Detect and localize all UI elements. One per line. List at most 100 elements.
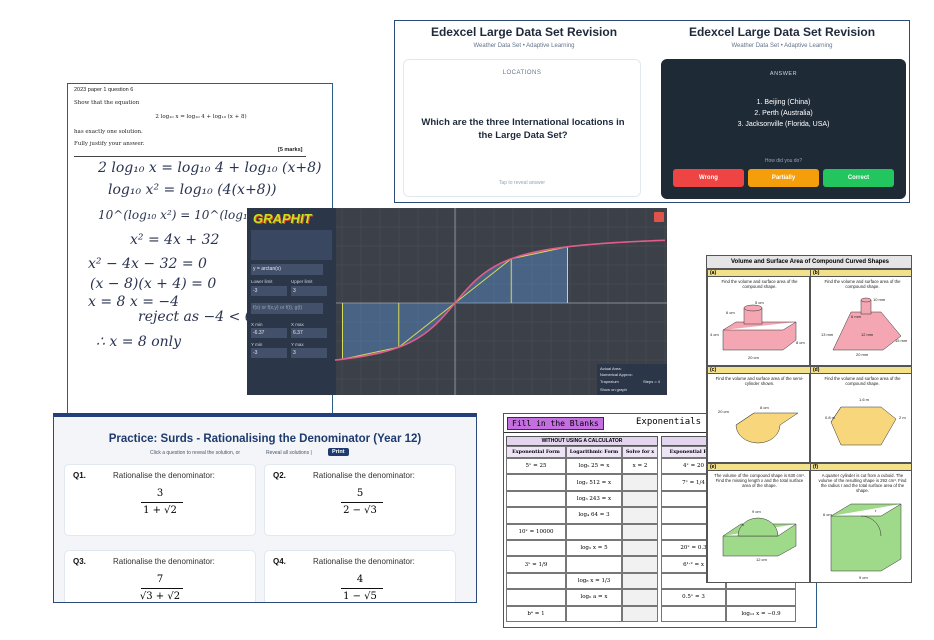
question-text: has exactly one solution. — [74, 129, 143, 135]
figure — [830, 503, 902, 572]
handwritten-line: x² − 4x − 32 = 0 — [88, 256, 207, 272]
dimension-label: 20 mm — [856, 352, 869, 357]
answer-line: 2. Perth (Australia) — [754, 110, 813, 117]
denominator: √3 + √2 — [139, 591, 181, 602]
reveal-toggle[interactable]: Reveal all solutions | — [266, 450, 312, 456]
table-cell — [506, 540, 566, 557]
dimension-label: 2 m — [899, 415, 906, 420]
question-card[interactable]: Q3. Rationalise the denominator: 7 √3 + √2 — [64, 550, 256, 602]
part-text: Find the volume and surface area of the … — [824, 376, 901, 386]
part-label: (d) — [811, 367, 911, 374]
table-cell — [622, 507, 658, 524]
card-back: ANSWER 1. Beijing (China) 2. Perth (Austra… — [661, 59, 906, 199]
part-label: (c) — [708, 367, 811, 374]
part-text: A quarter cylinder is cut from a cuboid.… — [818, 473, 907, 493]
handwritten-line: x = 8 x = −4 — [88, 294, 180, 310]
shape — [722, 321, 797, 351]
table-cell: log₆ a = x — [566, 589, 622, 606]
rating-button[interactable]: Wrong — [673, 169, 744, 187]
sheet-title: Exponentials and — [636, 417, 723, 427]
column-header: Exponential Form — [506, 446, 566, 458]
dimension-label: 10 mm — [873, 297, 886, 302]
result-label: Actual Area: — [600, 366, 622, 371]
table-cell — [506, 507, 566, 524]
part-text: Find the volume and surface area of the … — [824, 279, 901, 289]
field: 6.37 — [291, 328, 327, 338]
deck-subtitle: Weather Data Set • Adaptive Learning — [473, 43, 575, 49]
field-label: Y min — [251, 342, 263, 347]
dimension-label: 9 cm — [752, 509, 761, 514]
part-text: Find the volume and surface area of the … — [721, 279, 798, 289]
table-cell — [622, 523, 658, 540]
question-header: 2023 paper 1 question 6 — [74, 87, 134, 93]
table-cell — [661, 605, 726, 622]
numerator: 3 — [156, 488, 164, 499]
dimension-label: 1.6 m — [859, 397, 870, 402]
question-prompt: Rationalise the denominator: — [313, 557, 415, 566]
field: -3 — [251, 348, 287, 358]
dimension-label: 9 cm — [859, 575, 868, 580]
shape — [743, 304, 763, 312]
field-label: X min — [251, 322, 263, 327]
shape — [830, 406, 897, 446]
table-cell — [506, 490, 566, 508]
shape — [832, 311, 902, 351]
question-text: Show that the equation — [74, 100, 140, 106]
title-rule — [504, 432, 816, 433]
fraction-bar — [341, 588, 383, 589]
dimension-label: 8 cm — [796, 340, 805, 345]
question-prompt: Rationalise the denominator: — [113, 557, 215, 566]
card-hint: Tap to reveal answer — [498, 180, 546, 186]
field: -3 — [251, 286, 287, 296]
rating-button[interactable]: Correct — [823, 169, 894, 187]
part-label: (a) — [708, 270, 811, 277]
question-prompt: Rationalise the denominator: — [313, 471, 415, 480]
field: 3 — [291, 348, 327, 358]
part-label: (e) — [708, 464, 811, 471]
table-cell — [622, 589, 658, 606]
table-cell: log₅ 25 = x — [566, 458, 622, 475]
table-cell — [506, 474, 566, 491]
table-cell: 10ˣ = 10000 — [506, 523, 566, 540]
table-cell — [726, 589, 796, 606]
question-cell: (a) Find the volume and surface area of t… — [707, 269, 811, 366]
field: f(x) or f(x,y) or f(t), g(t) — [251, 303, 323, 314]
table-cell: log₃ 243 = x — [566, 490, 622, 508]
table-cell — [566, 556, 622, 573]
field: 3 — [291, 286, 327, 296]
dimension-label: 4 cm — [710, 332, 719, 337]
handwritten-line: log₁₀ x² = log₁₀ (4(x+8)) — [108, 182, 277, 198]
table-cell: log₄ 64 = 3 — [566, 507, 622, 524]
result-label: Show on graph — [600, 387, 627, 392]
question-card[interactable]: Q1. Rationalise the denominator: 3 1 + √2 — [64, 464, 256, 536]
table-cell: 5ˣ = 25 — [506, 458, 566, 475]
numerator: 7 — [156, 574, 164, 585]
table-cell — [622, 605, 658, 622]
page-title: Practice: Surds - Rationalising the Deno… — [108, 433, 422, 445]
table-cell: x = 2 — [622, 458, 658, 475]
question-text: Fully justify your answer. — [74, 141, 145, 147]
grapher-panel: GRAPHIT y = arctan(x) Lower limit Upper lim… — [247, 208, 667, 395]
card-label: ANSWER — [769, 71, 798, 77]
question-cell: (b) Find the volume and surface area of t… — [810, 269, 911, 366]
question-label: Q3. — [73, 557, 86, 566]
logo: GRAPHIT — [253, 211, 312, 226]
table-cell — [506, 572, 566, 590]
card-prompt: How did you do? — [764, 158, 803, 164]
deck-subtitle: Weather Data Set • Adaptive Learning — [731, 43, 833, 49]
dimension-label: 6 cm — [726, 310, 735, 315]
field-label: X max — [291, 322, 304, 327]
card-front: LOCATIONS Which are the three Internation… — [403, 59, 641, 197]
field: y = arctan(x) — [251, 264, 323, 275]
print-button[interactable]: Print — [328, 448, 349, 456]
dimension-label: 0.8 m — [825, 415, 836, 420]
question-card[interactable]: Q2. Rationalise the denominator: 5 2 − √3 — [264, 464, 456, 536]
column-header: Solve for x — [622, 446, 658, 458]
table-cell: bᵃ = 1 — [506, 605, 566, 622]
shape — [860, 297, 872, 303]
shape — [735, 412, 799, 444]
rule — [74, 156, 306, 157]
rating-button[interactable]: Partially — [748, 169, 819, 187]
question-card[interactable]: Q4. Rationalise the denominator: 4 1 − √5 — [264, 550, 456, 602]
